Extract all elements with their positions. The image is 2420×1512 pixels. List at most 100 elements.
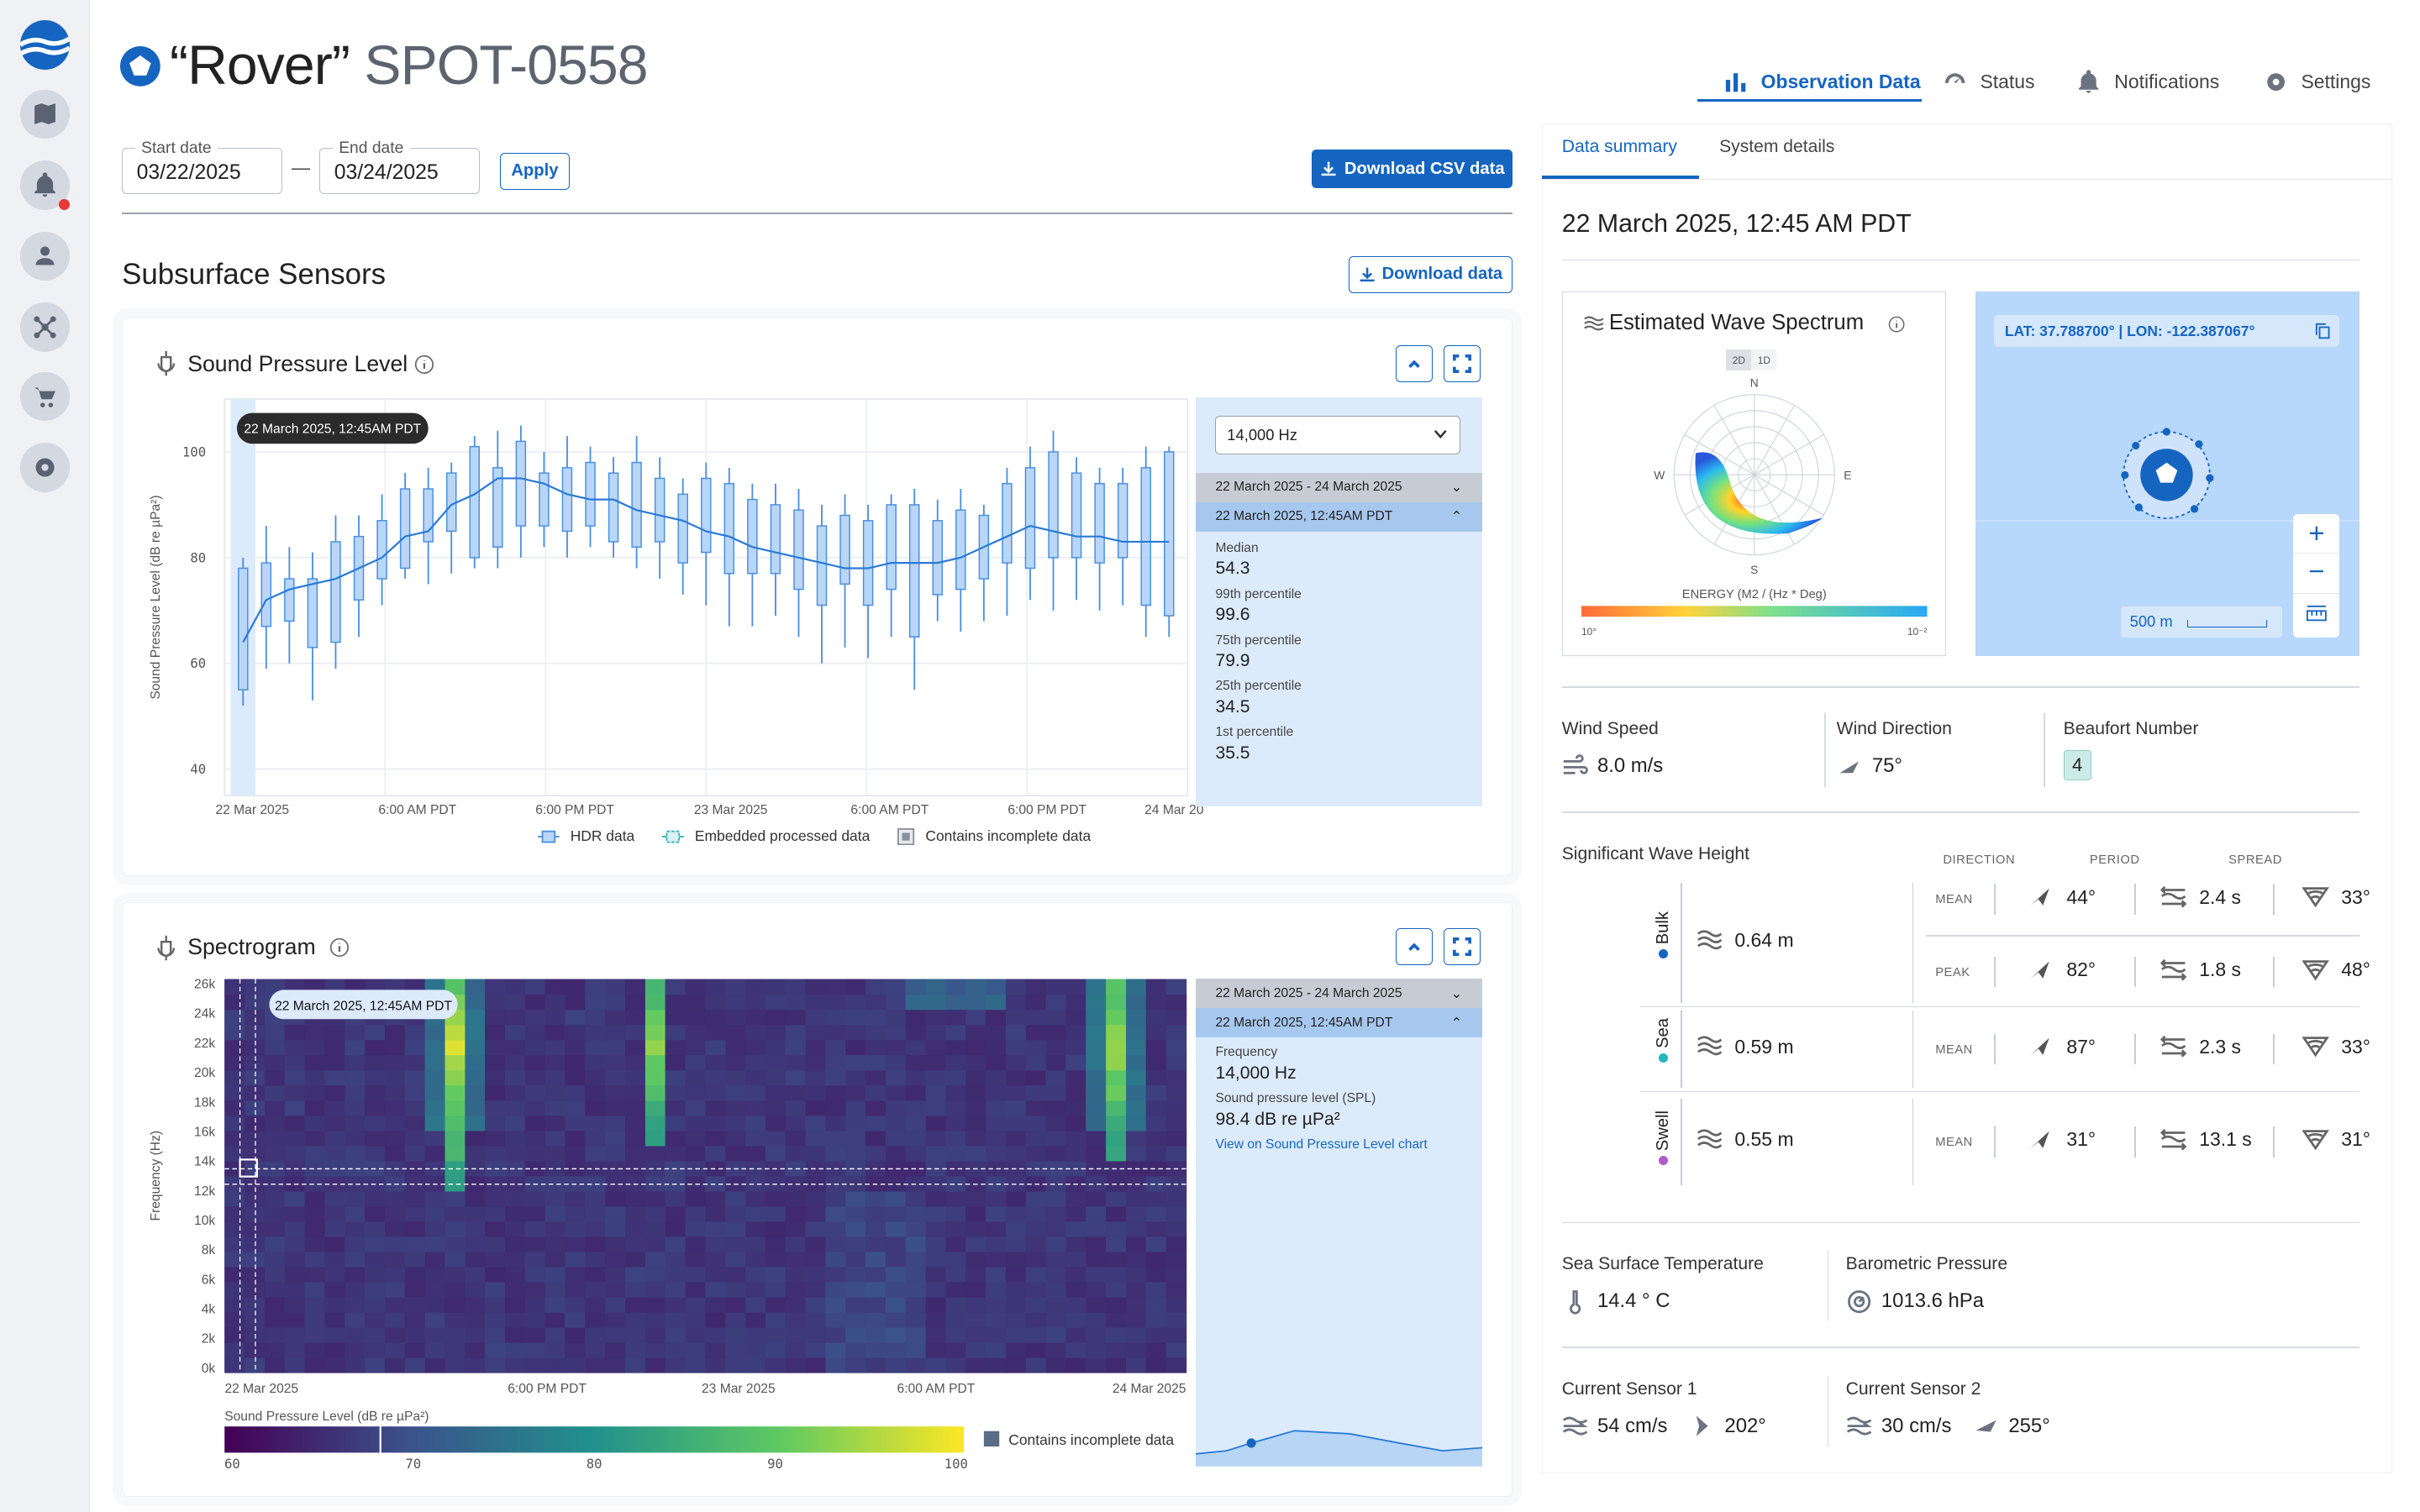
tab-observation-data[interactable]: Observation Data	[1723, 61, 1921, 102]
zoom-in-button[interactable]: +	[2293, 514, 2340, 554]
chevron-up-icon: ⌃	[1450, 508, 1463, 525]
ruler-icon	[2306, 605, 2327, 622]
heatmap-cell	[324, 1069, 346, 1086]
col-spread: SPREAD	[2228, 853, 2282, 867]
heatmap-cell	[665, 1281, 687, 1298]
fullscreen-button[interactable]	[1444, 344, 1481, 382]
info-icon[interactable]	[329, 937, 350, 958]
heatmap-cell	[1006, 1236, 1027, 1252]
heatmap-cell	[224, 1130, 245, 1147]
box	[238, 567, 249, 690]
info-icon[interactable]	[1888, 316, 1905, 333]
tab-data-summary[interactable]: Data summary	[1561, 137, 1677, 157]
fullscreen-button[interactable]	[1444, 927, 1481, 965]
heatmap-cell	[265, 1251, 286, 1268]
heatmap-cell	[965, 1084, 986, 1101]
heatmap-cell	[544, 1357, 566, 1373]
tab-status[interactable]: Status	[1942, 61, 2034, 102]
heatmap-cell	[445, 1296, 466, 1313]
heatmap-cell	[304, 1281, 326, 1298]
toggle-1d[interactable]: 1D	[1751, 349, 1777, 371]
spectrogram-chart[interactable]: 26k24k22k20k18k16k14k12k10k8k6k4k2k0kFre…	[123, 965, 1203, 1498]
toggle-2d[interactable]: 2D	[1726, 349, 1752, 371]
heatmap-cell	[404, 1024, 426, 1041]
x-tick-label: 22 Mar 2025	[216, 803, 290, 817]
sidebar-map-button[interactable]	[19, 89, 70, 139]
heatmap-cell	[685, 1190, 707, 1207]
heatmap-cell	[585, 1205, 606, 1222]
heatmap-cell	[865, 1069, 886, 1086]
sidebar-alerts-button[interactable]	[19, 160, 70, 210]
device-location-marker[interactable]	[2114, 423, 2219, 528]
range-label: 22 March 2025 - 24 March 2025	[1215, 480, 1402, 495]
cart-icon	[34, 387, 55, 407]
info-icon[interactable]	[414, 354, 434, 375]
heatmap-cell	[625, 1009, 646, 1026]
heatmap-cell	[365, 1039, 386, 1056]
heatmap-cell	[365, 1084, 386, 1101]
tab-notifications[interactable]: Notifications	[2075, 61, 2219, 102]
heatmap-cell	[665, 1100, 687, 1116]
tab-label: Observation Data	[1760, 70, 1921, 92]
heatmap-cell	[905, 1009, 927, 1026]
heatmap-cell	[885, 994, 907, 1011]
heatmap-cell	[445, 1357, 466, 1373]
heatmap-cell	[665, 1326, 687, 1343]
copy-icon[interactable]	[2315, 323, 2330, 339]
waves-icon	[1697, 1129, 1722, 1148]
heatmap-cell	[284, 1039, 306, 1056]
heatmap-cell	[625, 1084, 646, 1101]
heatmap-cell	[665, 1009, 687, 1026]
sidebar-cart-button[interactable]	[19, 371, 70, 422]
download-csv-button[interactable]: Download CSV data	[1312, 150, 1512, 189]
location-map[interactable]: LAT: 37.788700° | LON: -122.387067° 500 …	[1975, 291, 2360, 656]
map-measure-button[interactable]	[2293, 594, 2339, 634]
heatmap-cell	[986, 994, 1007, 1011]
heatmap-cell	[1045, 1130, 1067, 1147]
sidebar-user-button[interactable]	[19, 231, 70, 281]
heatmap-cell	[925, 1039, 947, 1056]
collapse-button[interactable]	[1396, 927, 1434, 965]
heatmap-cell	[1106, 1251, 1127, 1268]
heatmap-cell	[805, 1357, 827, 1373]
apply-button[interactable]: Apply	[500, 152, 570, 190]
collapse-button[interactable]	[1396, 344, 1434, 382]
spl-range-accordion[interactable]: 22 March 2025 - 24 March 2025 ⌄	[1195, 473, 1483, 502]
heatmap-cell	[565, 1054, 587, 1071]
end-date-field[interactable]: End date 03/24/2025	[319, 139, 481, 195]
spec-point-accordion[interactable]: 22 March 2025, 12:45AM PDT ⌃	[1195, 1008, 1483, 1038]
heatmap-cell	[245, 1115, 266, 1131]
sidebar-network-button[interactable]	[19, 302, 70, 352]
app-logo[interactable]	[19, 19, 70, 70]
heatmap-cell	[485, 1281, 506, 1298]
heatmap-cell	[1145, 1236, 1167, 1252]
tab-settings[interactable]: Settings	[2263, 61, 2370, 102]
heatmap-cell	[1065, 1084, 1087, 1101]
start-date-field[interactable]: Start date 03/22/2025	[122, 139, 283, 195]
heatmap-cell	[245, 1100, 266, 1116]
heatmap-cell	[1126, 1190, 1147, 1207]
heatmap-cell	[905, 1084, 927, 1101]
heatmap-cell	[445, 1266, 466, 1283]
spl-point-accordion[interactable]: 22 March 2025, 12:45AM PDT ⌃	[1195, 501, 1483, 532]
heatmap-cell	[485, 1145, 506, 1162]
heatmap-cell	[745, 1160, 766, 1177]
frequency-select[interactable]: 14,000 Hz	[1215, 416, 1461, 454]
spec-range-accordion[interactable]: 22 March 2025 - 24 March 2025 ⌄	[1195, 979, 1483, 1009]
start-date-label: Start date	[134, 139, 218, 159]
divider-vertical	[1681, 1011, 1682, 1088]
heatmap-cell	[345, 1024, 366, 1041]
view-spl-link[interactable]: View on Sound Pressure Level chart	[1215, 1137, 1428, 1152]
y-tick-label: 20k	[194, 1066, 215, 1080]
heatmap-cell	[1106, 1357, 1127, 1373]
zoom-out-button[interactable]: −	[2293, 554, 2340, 595]
heatmap-cell	[465, 1236, 487, 1252]
heatmap-cell	[1045, 1311, 1067, 1328]
download-data-button[interactable]: Download data	[1349, 255, 1512, 293]
heatmap-cell	[384, 1054, 406, 1071]
tab-system-details[interactable]: System details	[1719, 137, 1835, 157]
sidebar-settings-button[interactable]	[19, 443, 70, 492]
heatmap-cell	[1065, 1281, 1087, 1298]
